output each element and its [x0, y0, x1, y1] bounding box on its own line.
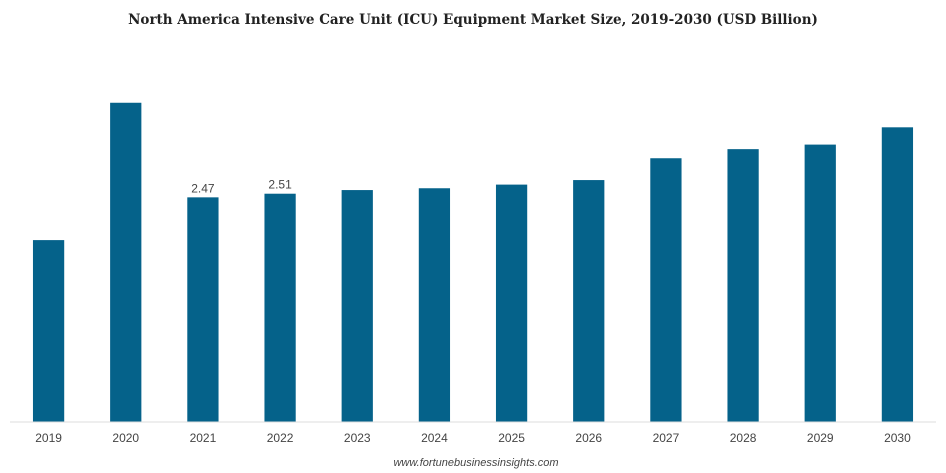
x-tick-2022: 2022: [267, 431, 294, 445]
source-label: www.fortunebusinessinsights.com: [393, 457, 558, 469]
x-tick-2020: 2020: [112, 431, 139, 445]
x-tick-2030: 2030: [884, 431, 911, 445]
x-tick-labels: 2019 2020 2021 2022 2023 2024 2025 2026 2027 2028…: [35, 431, 911, 445]
data-label-2022: 2.51: [268, 178, 292, 192]
data-labels: 2.47 2.51: [191, 178, 292, 196]
bar-2026: [573, 180, 605, 422]
x-tick-2024: 2024: [421, 431, 448, 445]
x-tick-2019: 2019: [35, 431, 62, 445]
x-tick-2029: 2029: [807, 431, 834, 445]
bar-2023: [341, 190, 373, 422]
bar-2020: [110, 102, 142, 422]
x-tick-2023: 2023: [344, 431, 371, 445]
bar-2027: [650, 158, 682, 423]
bar-2028: [727, 149, 759, 422]
x-tick-2026: 2026: [575, 431, 602, 445]
data-label-2021: 2.47: [191, 181, 215, 195]
x-tick-2028: 2028: [730, 431, 757, 445]
x-tick-2027: 2027: [653, 431, 680, 445]
bars-group: [32, 102, 914, 423]
bar-2024: [418, 188, 451, 422]
bar-2022: [264, 193, 296, 422]
bar-2019: [32, 240, 65, 422]
bar-2021: [187, 197, 219, 422]
bar-2030: [881, 127, 914, 422]
x-tick-2025: 2025: [498, 431, 525, 445]
bar-2029: [804, 144, 836, 422]
x-tick-2021: 2021: [190, 431, 217, 445]
bar-2025: [495, 184, 528, 422]
chart-title: North America Intensive Care Unit (ICU) …: [128, 12, 818, 28]
